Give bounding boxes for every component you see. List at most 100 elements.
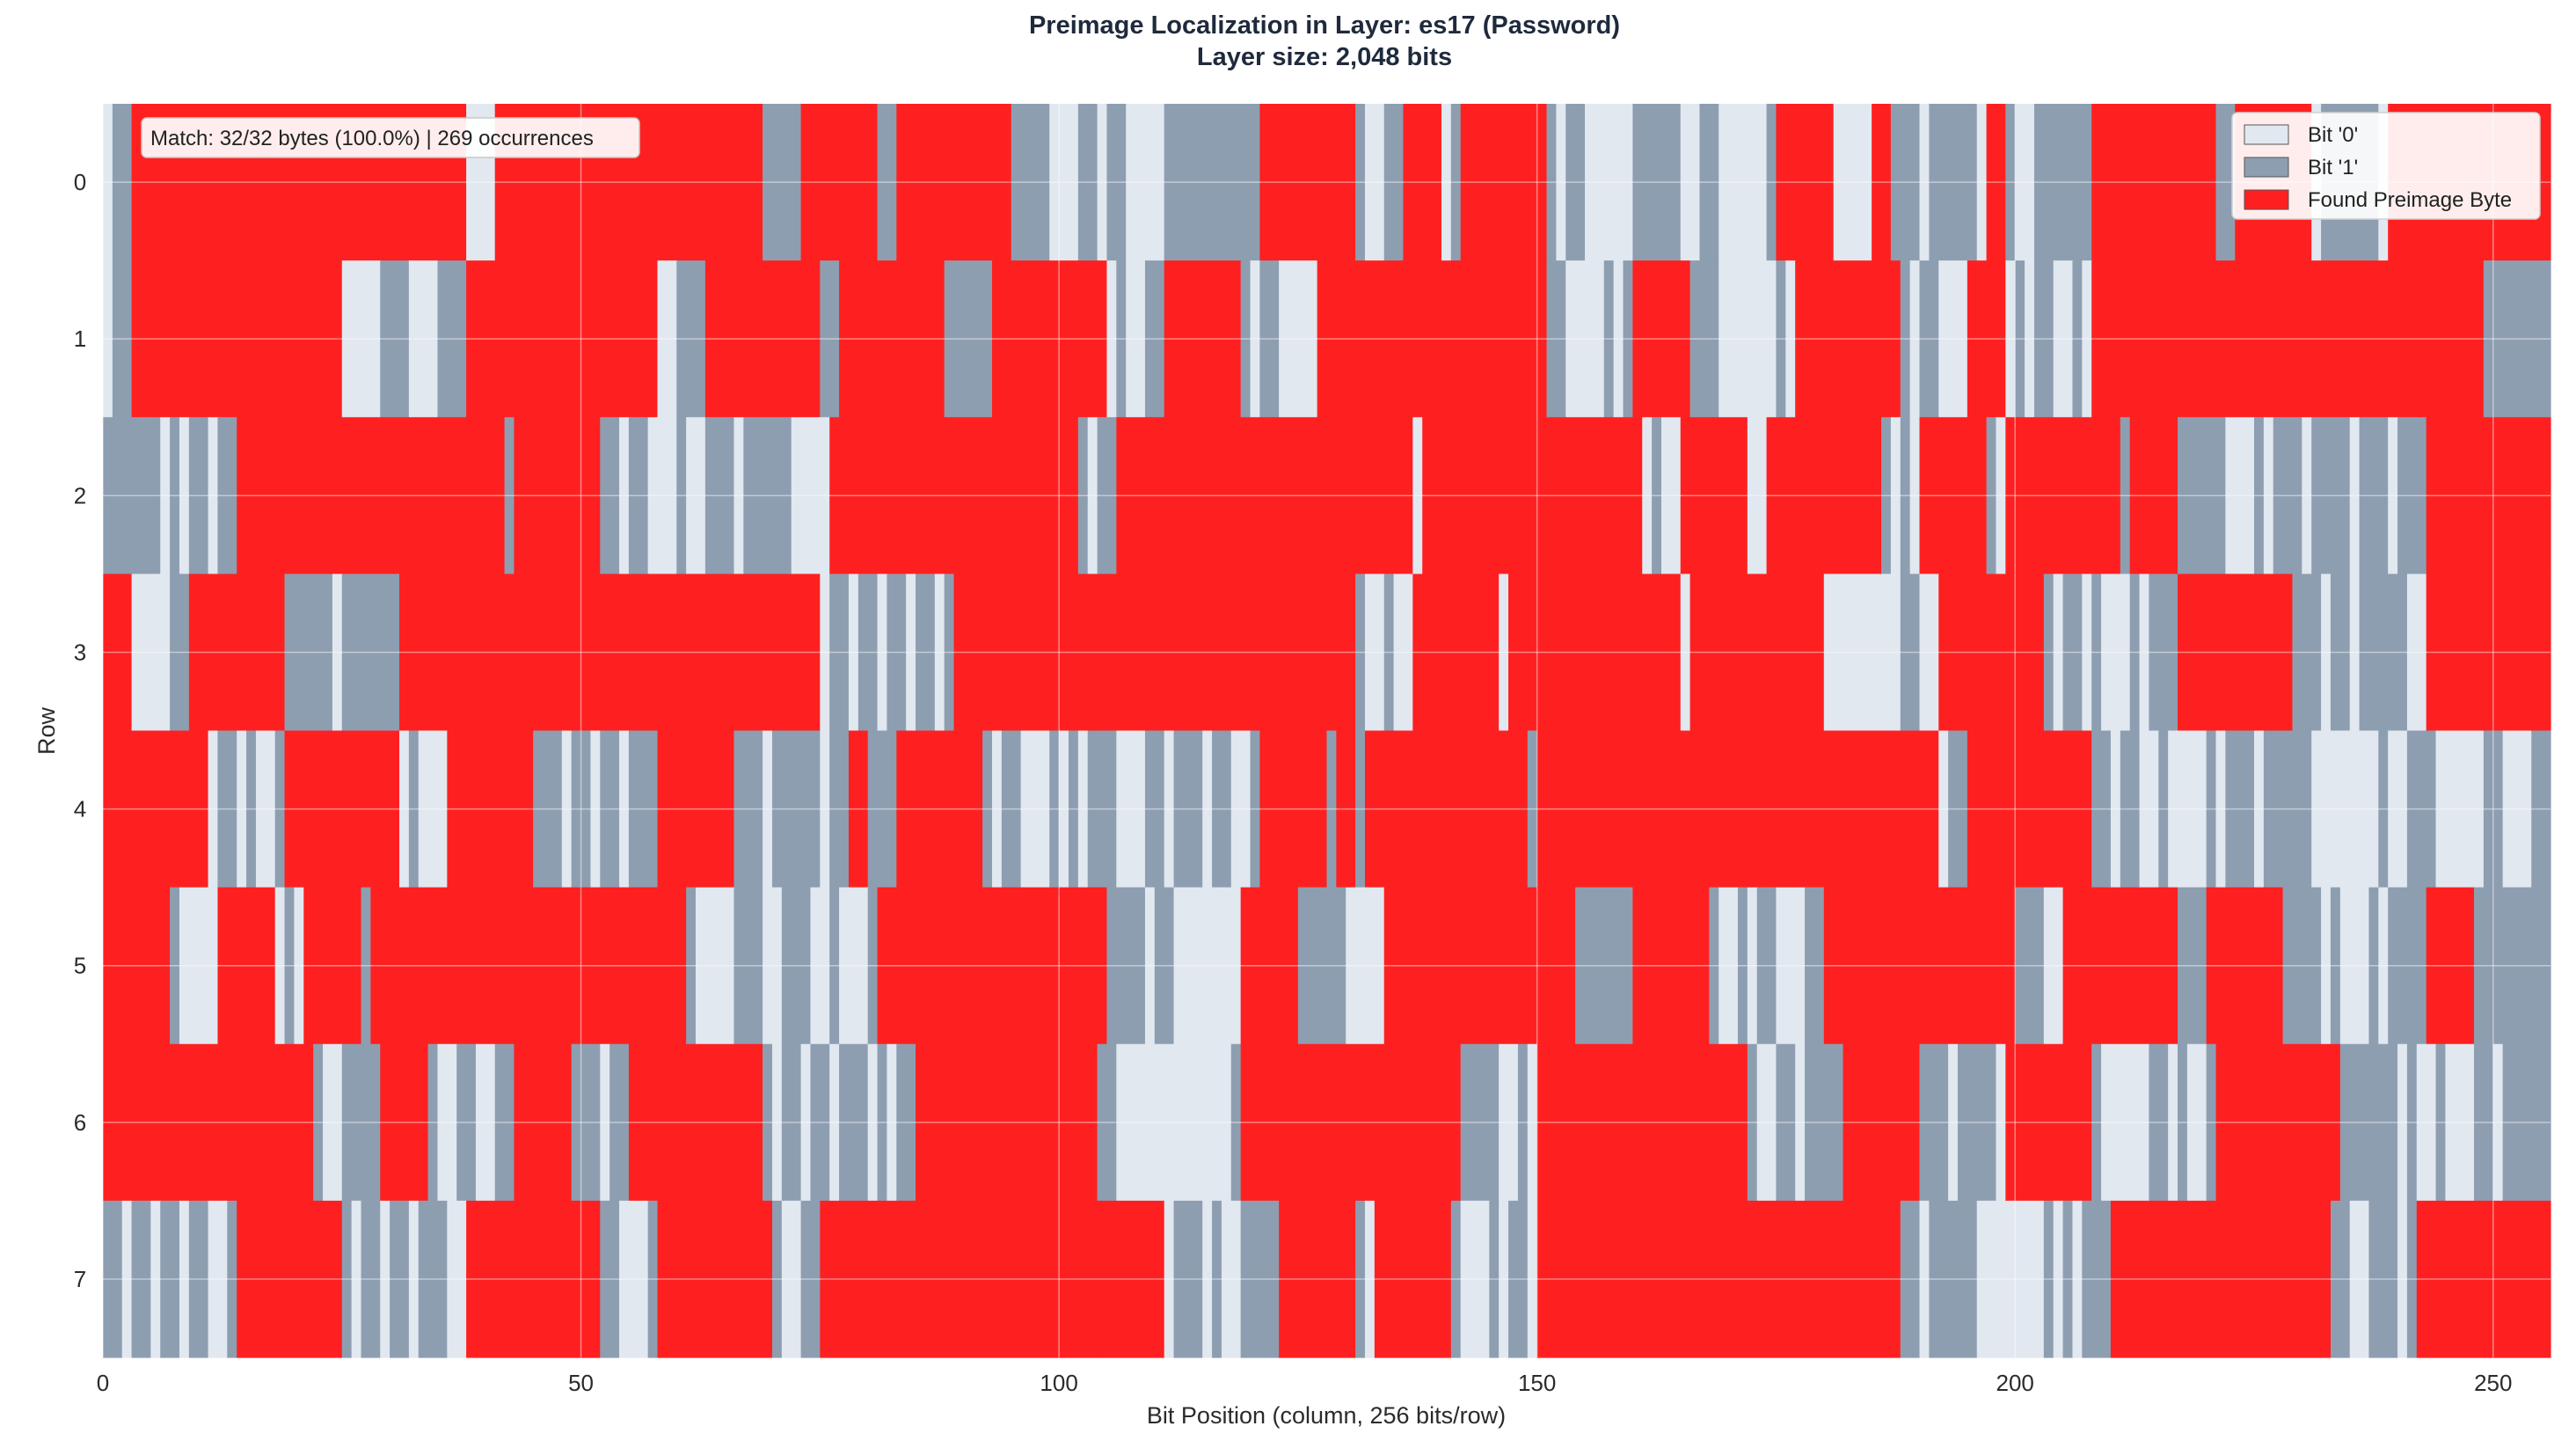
heatmap-cell-row5-seg39 (1823, 887, 2016, 1045)
heatmap-cell-row1-seg16 (1116, 260, 1127, 418)
heatmap-cell-row6-seg18 (800, 1043, 812, 1202)
heatmap-cell-row7-seg8 (227, 1200, 237, 1358)
heatmap-cell-row6-seg66 (2492, 1043, 2504, 1202)
heatmap-cell-row3-seg5 (332, 574, 343, 732)
heatmap-cell-row5-seg29 (1441, 887, 1576, 1045)
heatmap-cell-row2-seg51 (2349, 417, 2361, 574)
heatmap-cell-row7-seg20 (619, 1200, 649, 1358)
heatmap-cell-row2-seg10 (514, 417, 601, 574)
heatmap-cell-row1-seg27 (1603, 260, 1615, 418)
heatmap-cells (103, 104, 2551, 1358)
heatmap-cell-row1-seg10 (704, 260, 821, 418)
heatmap-cell-row4-seg30 (1001, 730, 1022, 889)
heatmap-cell-row1-seg7 (466, 260, 659, 418)
heatmap-cell-row2-seg8 (408, 417, 506, 574)
heatmap-cell-row0-seg41 (1919, 104, 1930, 261)
heatmap-cell-row6-seg44 (1843, 1043, 1921, 1202)
heatmap-cell-row4-seg34 (1068, 730, 1079, 889)
heatmap-cell-row0-seg11 (1011, 104, 1050, 261)
heatmap-cell-row7-seg32 (1221, 1200, 1242, 1358)
heatmap-cell-row6-seg38 (1689, 1043, 1748, 1202)
heatmap-cell-row6-seg60 (2397, 1043, 2408, 1202)
y-tick-label-5: 5 (74, 953, 86, 979)
heatmap-cell-row2-seg55 (2426, 417, 2551, 574)
heatmap-cell-row3-seg30 (1823, 574, 1901, 732)
heatmap-cell-row7-seg0 (103, 1200, 123, 1358)
heatmap-cell-row1-seg24 (1317, 260, 1548, 418)
heatmap-cell-row0-seg29 (1556, 104, 1566, 261)
legend-box (2231, 112, 2541, 220)
heatmap-cell-row1-seg40 (1938, 260, 1968, 418)
heatmap-cell-row4-seg2 (217, 730, 237, 889)
heatmap-cell-row7-seg7 (208, 1200, 228, 1358)
heatmap-cell-row5-seg22 (1144, 887, 1156, 1045)
heatmap-cell-row1-seg38 (1909, 260, 1921, 418)
heatmap-cell-row0-seg10 (896, 104, 1012, 261)
heatmap-cell-row0-seg48 (2091, 104, 2217, 261)
heatmap-cell-row6-seg21 (839, 1043, 869, 1202)
heatmap-cell-row3-seg43 (2178, 574, 2294, 732)
heatmap-cell-row0-seg34 (1699, 104, 1719, 261)
heatmap-cell-row3-seg7 (399, 574, 821, 732)
heatmap-cell-row5-seg8 (361, 887, 371, 1045)
heatmap-cell-row4-seg5 (255, 730, 276, 889)
heatmap-cell-row6-seg32 (1346, 1043, 1462, 1202)
heatmap-cell-row4-seg20 (733, 730, 763, 889)
heatmap-cell-row2-seg11 (600, 417, 620, 574)
heatmap-cell-row2-seg42 (2120, 417, 2131, 574)
heatmap-cell-row4-seg46 (1326, 730, 1337, 889)
heatmap-cell-row3-seg24 (1412, 574, 1500, 732)
heatmap-cell-row4-seg43 (1230, 730, 1252, 889)
heatmap-cell-row3-seg12 (877, 574, 888, 732)
heatmap-cell-row7-seg11 (351, 1200, 362, 1358)
heatmap-cell-row4-seg42 (1212, 730, 1232, 889)
heatmap-cell-row4-seg59 (2158, 730, 2169, 889)
heatmap-cell-row0-seg28 (1546, 104, 1558, 261)
heatmap-cell-row4-seg17 (619, 730, 630, 889)
heatmap-cell-row2-seg4 (188, 417, 209, 574)
heatmap-cell-row5-seg4 (274, 887, 286, 1045)
y-tick-label-1: 1 (74, 325, 86, 352)
heatmap-cell-row1-seg33 (1719, 260, 1777, 418)
heatmap-cell-row7-seg63 (2416, 1200, 2551, 1358)
y-axis-label: Row (33, 706, 60, 755)
heatmap-cell-row6-seg55 (2178, 1043, 2188, 1202)
heatmap-cell-row4-seg24 (829, 730, 850, 889)
heatmap-cell-row3-seg4 (284, 574, 333, 732)
heatmap-cell-row7-seg59 (2349, 1200, 2370, 1358)
heatmap-cell-row3-seg35 (2053, 574, 2064, 732)
heatmap-cell-row5-seg25 (1240, 887, 1299, 1045)
heatmap-cell-row1-seg18 (1144, 260, 1165, 418)
heatmap-cell-row2-seg2 (170, 417, 180, 574)
heatmap-cell-row4-seg27 (896, 730, 983, 889)
annotation-box (141, 117, 640, 158)
heatmap-cell-row2-seg54 (2397, 417, 2427, 574)
heatmap-cell-row6-seg42 (1795, 1043, 1806, 1202)
heatmap-cell-row0-seg46 (2015, 104, 2035, 261)
heatmap-cell-row6-seg5 (427, 1043, 439, 1202)
heatmap-cell-row4-seg66 (2311, 730, 2379, 889)
heatmap-cell-row1-seg48 (2082, 260, 2092, 418)
heatmap-cell-row6-seg45 (1919, 1043, 1949, 1202)
heatmap-cell-row5-seg20 (877, 887, 1108, 1045)
heatmap-cell-row5-seg15 (781, 887, 812, 1045)
heatmap-cell-row7-seg33 (1240, 1200, 1252, 1358)
heatmap-cell-row0-seg49 (2215, 104, 2236, 261)
heatmap-cell-row6-seg24 (887, 1043, 897, 1202)
heatmap-cell-row5-seg32 (1709, 887, 1719, 1045)
heatmap-cell-row6-seg67 (2502, 1043, 2551, 1202)
heatmap-cell-row6-seg9 (494, 1043, 515, 1202)
heatmap-cell-row1-seg30 (1632, 260, 1691, 418)
heatmap-cell-row0-seg5 (763, 104, 792, 261)
chart-title: Preimage Localization in Layer: es17 (Pa… (1029, 11, 1620, 40)
heatmap-cell-row5-seg44 (2206, 887, 2284, 1045)
heatmap-cell-row6-seg0 (103, 1043, 314, 1202)
x-tick-label-200: 200 (1996, 1370, 2034, 1396)
heatmap-cell-row1-seg1 (112, 260, 133, 418)
heatmap-cell-row4-seg26 (867, 730, 897, 889)
heatmap-cell-row5-seg28 (1383, 887, 1442, 1045)
heatmap-cell-row6-seg34 (1499, 1043, 1519, 1202)
heatmap-cell-row3-seg9 (829, 574, 850, 732)
heatmap-cell-row6-seg50 (2015, 1043, 2092, 1202)
heatmap-cell-row1-seg19 (1164, 260, 1242, 418)
